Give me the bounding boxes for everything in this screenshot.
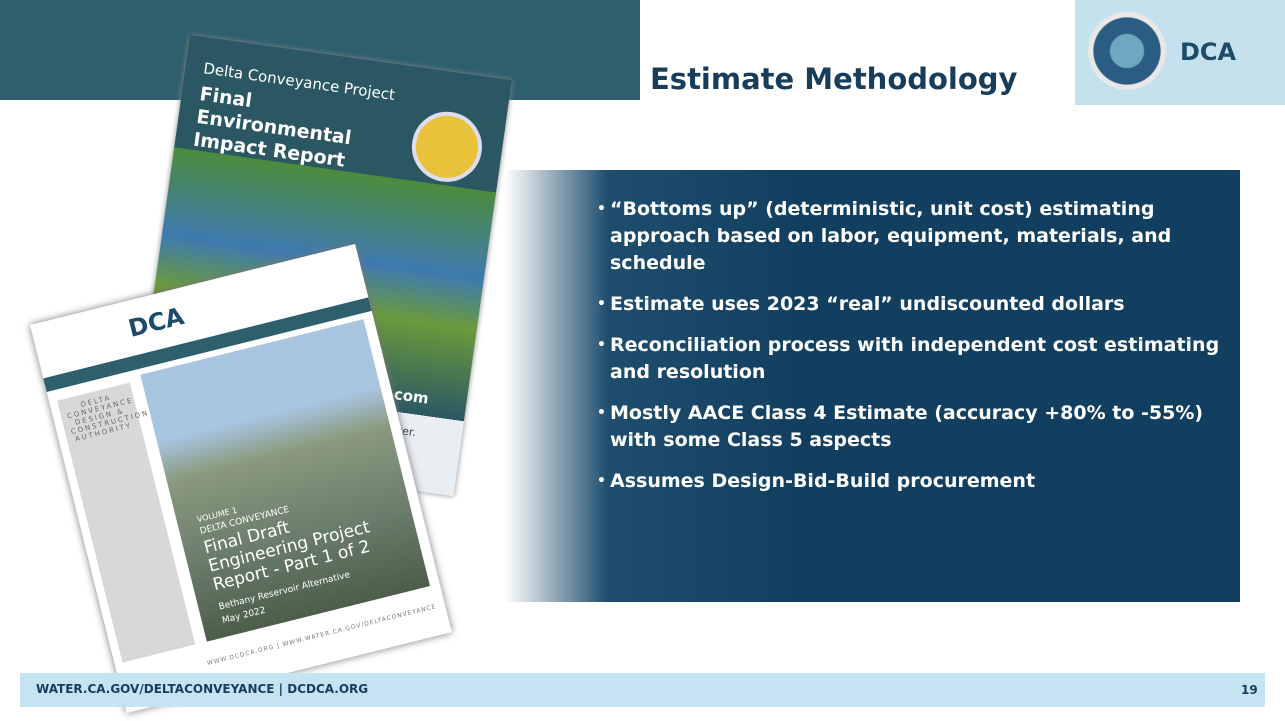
- bullet: “Bottoms up” (deterministic, unit cost) …: [597, 196, 1220, 277]
- bullet: Reconciliation process with independent …: [597, 332, 1220, 386]
- slide-title: Estimate Methodology: [650, 62, 1018, 96]
- cover-logo: DCA: [125, 302, 187, 343]
- page-number: 19: [1241, 683, 1258, 697]
- cover-seal: [407, 107, 487, 187]
- bullet: Estimate uses 2023 “real” undiscounted d…: [597, 291, 1220, 318]
- bullet: Assumes Design-Bid-Build procurement: [597, 468, 1220, 495]
- bullet-list: “Bottoms up” (deterministic, unit cost) …: [597, 196, 1220, 509]
- dwr-seal: [1088, 12, 1166, 90]
- footer-band: [20, 673, 1265, 707]
- footer-links: WATER.CA.GOV/DELTACONVEYANCE | DCDCA.ORG: [36, 682, 369, 696]
- dca-logo: DCA: [1180, 38, 1237, 66]
- bullet: Mostly AACE Class 4 Estimate (accuracy +…: [597, 400, 1220, 454]
